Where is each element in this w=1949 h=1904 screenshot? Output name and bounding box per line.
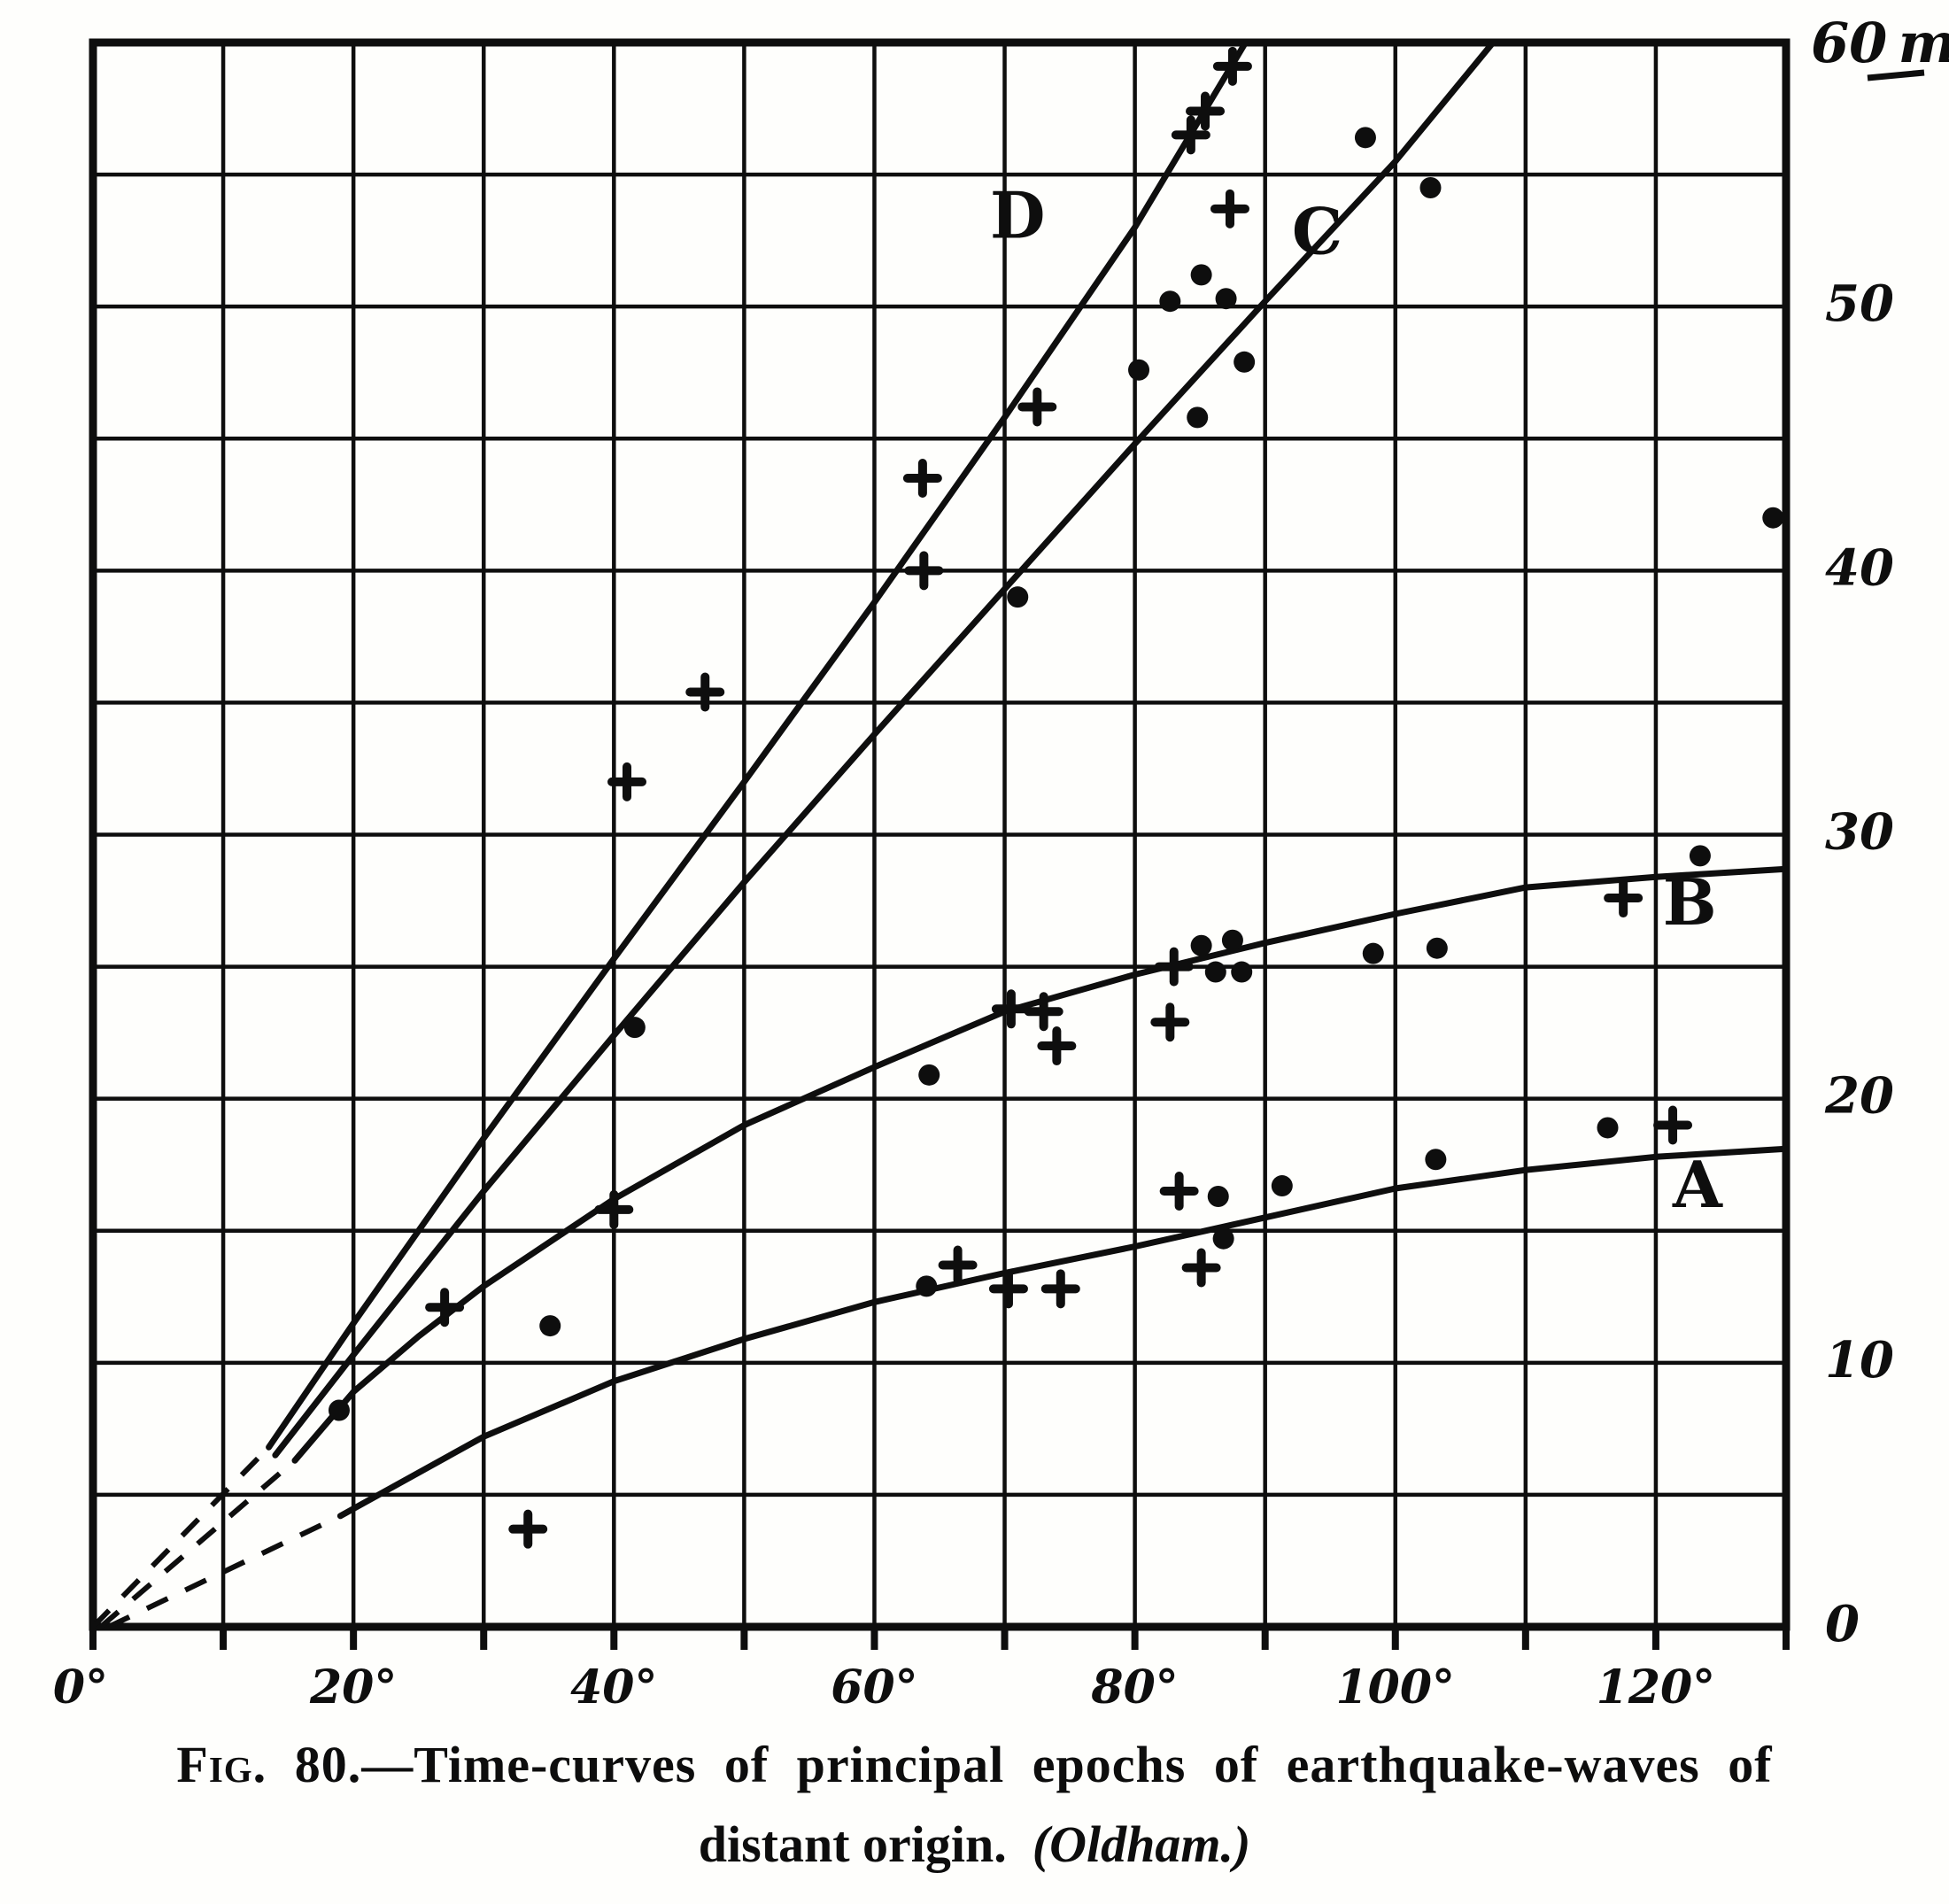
data-point-cross [1210, 189, 1249, 228]
x-axis-label-60: 60° [831, 1660, 917, 1714]
data-point-dot [1689, 845, 1711, 867]
curve-C [272, 39, 1497, 1459]
data-point-cross [988, 1269, 1028, 1309]
y-axis-top-label: 60 m [1811, 11, 1949, 75]
data-point-dot [623, 1017, 646, 1039]
data-point-cross [1024, 992, 1063, 1032]
data-point-cross [1017, 387, 1057, 427]
curve-B [291, 865, 1790, 1464]
dashed-ray-to-C-B [98, 1458, 297, 1629]
caption-line-1: Fig. 80.—Time-curves of principal epochs… [0, 1725, 1949, 1805]
data-point-dot [1234, 351, 1256, 373]
curve-D [266, 39, 1249, 1451]
data-point-dot [1207, 1185, 1229, 1207]
data-point-cross [1037, 1026, 1077, 1066]
data-point-cross [1212, 46, 1252, 86]
data-point-cross [991, 989, 1031, 1029]
data-point-cross [1186, 91, 1226, 131]
y-top-number: 60 [1811, 11, 1887, 75]
data-point-dot [916, 1275, 938, 1297]
data-point-cross [685, 672, 725, 712]
caption-line-2-text: distant origin. [698, 1815, 1033, 1873]
data-point-cross [904, 551, 944, 591]
x-axis-label-100: 100° [1335, 1660, 1455, 1714]
data-point-cross [425, 1288, 465, 1327]
curve-A [336, 1145, 1790, 1520]
data-point-dot [1762, 507, 1784, 529]
data-point-dot [1215, 288, 1237, 310]
data-point-cross [508, 1509, 548, 1549]
data-point-dot [1190, 934, 1212, 956]
caption-line-2: distant origin. (Oldham.) [0, 1805, 1949, 1885]
data-point-dot [1597, 1117, 1619, 1139]
data-point-dot [328, 1399, 350, 1421]
curve-label-B: B [1663, 864, 1717, 940]
data-point-dot [1419, 176, 1442, 198]
data-point-cross [1159, 1172, 1199, 1211]
y-axis-label-20: 20 [1824, 1067, 1894, 1126]
y-top-unit: m [1887, 11, 1949, 75]
data-point-dot [1362, 942, 1384, 964]
data-point-dot [1354, 127, 1376, 149]
data-point-cross [1171, 115, 1210, 155]
dashed-ray-to-D [90, 1445, 271, 1629]
y-axis-label-30: 30 [1825, 803, 1894, 862]
x-axis-label-40: 40° [570, 1660, 657, 1714]
data-point-dot [1231, 961, 1253, 983]
data-point-cross [607, 762, 647, 801]
data-point-cross [1040, 1269, 1080, 1309]
caption-line-1-text: 80.—Time-curves of principal epochs of e… [267, 1736, 1773, 1793]
caption-attribution: (Oldham.) [1032, 1815, 1251, 1873]
curve-label-D: D [990, 178, 1045, 253]
time-curves-chart: D C B A 0° 20° 40° 60° 80° 100° 120° 0 10 20 30 40 50 60 … [53, 11, 1949, 1714]
data-point-cross [1653, 1105, 1693, 1145]
y-axis-label-40: 40 [1825, 538, 1894, 597]
curve-label-A: A [1672, 1147, 1723, 1222]
data-point-cross [1150, 1002, 1190, 1042]
data-point-cross [594, 1189, 634, 1229]
data-point-dot [1204, 961, 1226, 983]
data-point-dot [1159, 290, 1181, 313]
data-point-dot [1187, 406, 1209, 429]
dashed-ray-to-A [107, 1513, 342, 1629]
data-point-dot [1128, 359, 1150, 381]
data-point-dot [1425, 1149, 1447, 1171]
data-point-dot [1221, 929, 1243, 951]
data-point-dot [539, 1315, 561, 1337]
plot-border [89, 38, 1790, 1631]
data-point-dot [1212, 1227, 1234, 1250]
data-point-dot [1271, 1175, 1293, 1197]
data-point-cross [902, 458, 942, 498]
data-point-cross [1181, 1248, 1221, 1288]
data-point-dot [918, 1064, 940, 1086]
x-axis-label-0: 0° [53, 1660, 108, 1714]
data-point-cross [938, 1245, 978, 1285]
data-point-dot [1007, 586, 1029, 608]
figure-caption: Fig. 80.—Time-curves of principal epochs… [0, 1725, 1949, 1885]
x-axis-label-20: 20° [309, 1660, 397, 1714]
data-point-cross [1154, 947, 1194, 987]
curve-label-C: C [1292, 194, 1342, 269]
y-axis-label-50: 50 [1825, 275, 1894, 333]
caption-fig-label: Fig. [176, 1736, 267, 1793]
data-point-dot [1190, 264, 1212, 286]
data-point-dot [1426, 937, 1448, 959]
x-axis-label-120: 120° [1597, 1660, 1716, 1714]
x-axis-label-80: 80° [1090, 1660, 1178, 1714]
data-point-cross [1604, 878, 1644, 918]
y-axis-label-10: 10 [1825, 1331, 1894, 1389]
y-axis-label-0: 0 [1825, 1595, 1860, 1653]
y-top-unit-underline [1867, 69, 1925, 81]
